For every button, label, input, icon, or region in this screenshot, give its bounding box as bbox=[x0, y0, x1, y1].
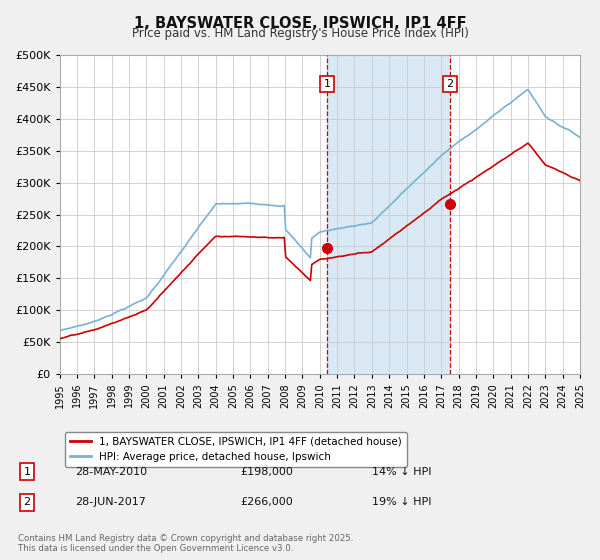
Text: 1: 1 bbox=[23, 466, 31, 477]
Text: £266,000: £266,000 bbox=[240, 497, 293, 507]
Text: 1, BAYSWATER CLOSE, IPSWICH, IP1 4FF: 1, BAYSWATER CLOSE, IPSWICH, IP1 4FF bbox=[134, 16, 466, 31]
Text: 14% ↓ HPI: 14% ↓ HPI bbox=[372, 466, 431, 477]
Text: Price paid vs. HM Land Registry's House Price Index (HPI): Price paid vs. HM Land Registry's House … bbox=[131, 27, 469, 40]
Text: 2: 2 bbox=[23, 497, 31, 507]
Text: 1: 1 bbox=[323, 79, 331, 89]
Legend: 1, BAYSWATER CLOSE, IPSWICH, IP1 4FF (detached house), HPI: Average price, detac: 1, BAYSWATER CLOSE, IPSWICH, IP1 4FF (de… bbox=[65, 432, 407, 467]
Text: £198,000: £198,000 bbox=[240, 466, 293, 477]
Bar bbox=[327, 55, 450, 374]
Text: 28-MAY-2010: 28-MAY-2010 bbox=[75, 466, 147, 477]
Text: Contains HM Land Registry data © Crown copyright and database right 2025.
This d: Contains HM Land Registry data © Crown c… bbox=[18, 534, 353, 553]
Text: 2: 2 bbox=[446, 79, 453, 89]
Text: 19% ↓ HPI: 19% ↓ HPI bbox=[372, 497, 431, 507]
Text: 28-JUN-2017: 28-JUN-2017 bbox=[75, 497, 146, 507]
